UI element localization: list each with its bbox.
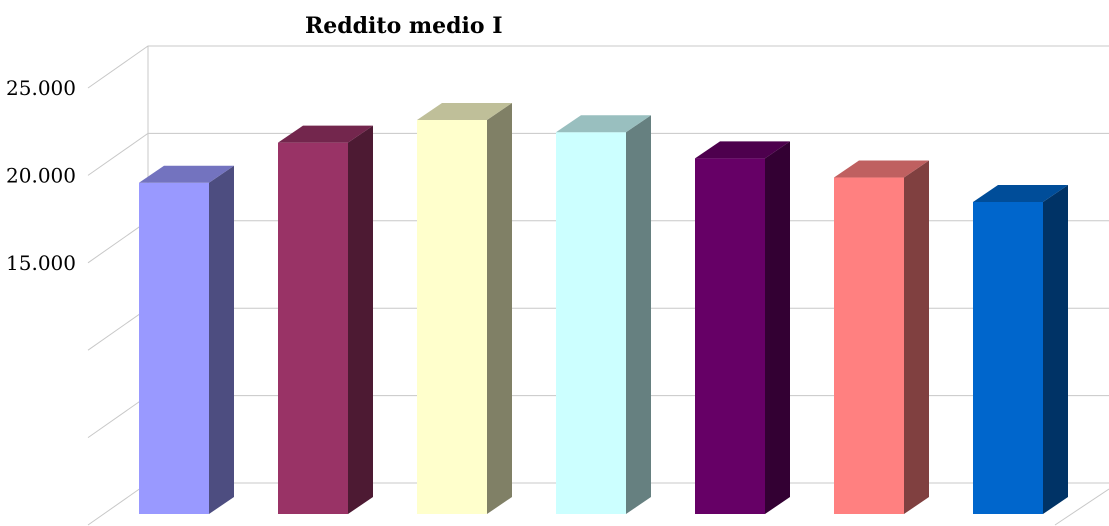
bar-front [973, 201, 1043, 514]
bar-top [139, 165, 234, 183]
bar-side [765, 141, 790, 514]
bar-top [834, 160, 929, 178]
bar-front [556, 132, 626, 514]
bar [973, 184, 1068, 514]
bar-side [487, 103, 512, 514]
bar-top [973, 184, 1068, 202]
bar-top [417, 103, 512, 120]
y-tick-label: 25.000 [6, 76, 76, 100]
bar-side [348, 125, 373, 514]
bar [695, 141, 790, 514]
bar-side [209, 165, 234, 515]
y-tick-label: 20.000 [6, 163, 76, 187]
y-tick-label: 15.000 [6, 251, 76, 275]
bar-side [904, 160, 929, 514]
bar [139, 165, 234, 515]
bar-side [1043, 184, 1068, 514]
bar [417, 103, 512, 514]
bar-front [834, 177, 904, 514]
chart-title: Reddito medio I [305, 13, 503, 39]
gridline [87, 45, 1109, 89]
bar [556, 115, 651, 514]
bar [278, 125, 373, 515]
bar-top [695, 141, 790, 159]
bars [139, 103, 1068, 515]
bar [834, 160, 929, 514]
y-axis-ticks: 15.000 20.000 25.000 [6, 76, 76, 275]
bar-top [278, 125, 373, 143]
floor-edge [1054, 488, 1109, 526]
bar-front [417, 120, 487, 514]
bar-front [278, 142, 348, 515]
bar-front [695, 158, 765, 514]
bar-top [556, 115, 651, 133]
bar-side [626, 115, 651, 514]
bar-front [139, 182, 209, 515]
